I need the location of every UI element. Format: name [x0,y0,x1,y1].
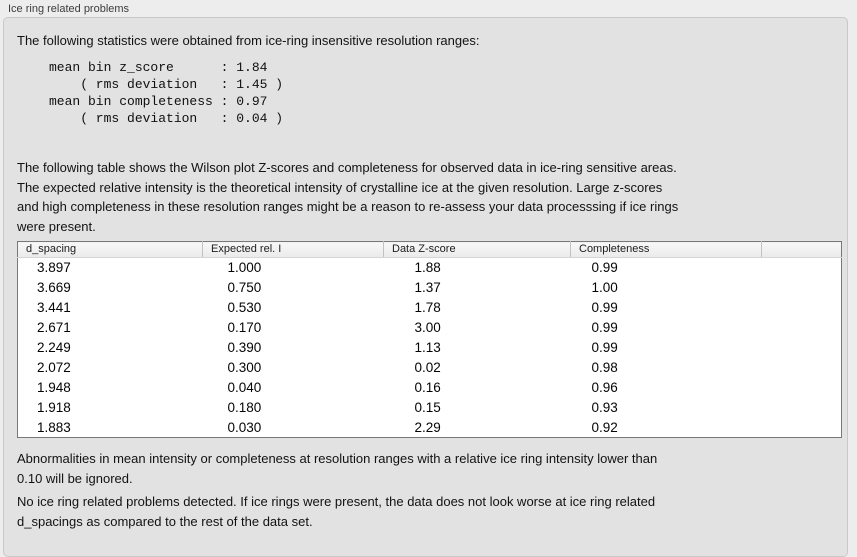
table-row[interactable]: 1.948 0.040 0.16 0.96 [18,378,842,398]
table-cell: 1.000 [227,260,262,276]
stats-block: mean bin z_score : 1.84 ( rms deviation … [49,60,284,126]
table-cell-filler [762,378,842,398]
table-row[interactable]: 2.072 0.300 0.02 0.98 [18,358,842,378]
table-cell-filler [762,318,842,338]
table-cell: 1.78 [414,300,441,315]
table-cell: 0.16 [414,380,441,395]
table-cell-filler [762,398,842,418]
table-cell: 0.98 [591,360,618,375]
table-row[interactable]: 3.669 0.750 1.37 1.00 [18,278,842,298]
app-window: { "section": { "title": "Ice ring relate… [3,3,848,557]
table-row[interactable]: 2.249 0.390 1.13 0.99 [18,338,842,358]
table-cell: 0.040 [227,380,262,395]
table-cell: 0.96 [591,380,618,395]
intro-text: The following statistics were obtained f… [17,33,480,48]
column-header-filler [761,241,842,258]
section-title: Ice ring related problems [8,3,130,15]
table-cell: 0.170 [227,320,262,335]
table-cell: 0.530 [227,300,262,315]
column-header-data-z-score[interactable]: Data Z-score [383,241,571,258]
table-row[interactable]: 1.883 0.030 2.29 0.92 [18,418,842,438]
table-cell: 0.99 [591,300,618,315]
table-cell: 1.918 [37,400,71,415]
table-cell-filler [762,258,842,278]
table-header: d_spacing Expected rel. I Data Z-score Comp… [17,241,842,258]
table-cell-filler [762,278,842,298]
table-cell: 2.249 [37,340,71,355]
column-header-completeness[interactable]: Completeness [570,241,762,258]
column-header-expected-rel-i[interactable]: Expected rel. I [202,241,384,258]
table-cell: 2.072 [37,360,71,375]
table-cell: 1.13 [414,340,441,355]
table-cell: 0.15 [414,400,441,415]
table-cell: 0.030 [227,419,262,435]
table-cell: 3.669 [37,280,71,295]
table-cell: 0.02 [414,360,441,375]
ice-ring-table: d_spacing Expected rel. I Data Z-score Comp… [17,241,842,438]
table-cell-filler [762,358,842,378]
table-cell: 2.671 [37,320,71,335]
table-row[interactable]: 3.897 1.000 1.88 0.99 [18,258,842,278]
table-cell: 3.441 [37,300,71,315]
table-cell: 1.00 [591,280,618,295]
table-cell: 0.99 [591,260,618,276]
table-cell: 2.29 [414,419,441,435]
table-cell: 3.897 [37,260,71,276]
table-cell: 0.93 [591,400,618,415]
table-cell: 1.883 [37,419,71,435]
table-description: The following table shows the Wilson plo… [17,160,679,234]
column-header-d-spacing[interactable]: d_spacing [17,241,203,258]
table-cell: 1.88 [414,260,441,276]
table-cell: 0.92 [591,419,618,435]
conclusion-text: No ice ring related problems detected. I… [17,494,656,529]
table-row[interactable]: 1.918 0.180 0.15 0.93 [18,398,842,418]
table-cell: 0.750 [227,280,262,295]
table-cell: 0.390 [227,340,262,355]
table-cell: 1.948 [37,380,71,395]
table-row[interactable]: 2.671 0.170 3.00 0.99 [18,318,842,338]
table-cell-filler [762,298,842,318]
table-cell: 3.00 [414,320,441,335]
ice-ring-panel: The following statistics were obtained f… [3,17,848,557]
ignore-note: Abnormalities in mean intensity or compl… [17,451,658,486]
table-cell-filler [762,338,842,358]
table-row[interactable]: 3.441 0.530 1.78 0.99 [18,298,842,318]
table-cell: 0.300 [227,360,262,375]
table-cell: 1.37 [414,280,441,295]
table-cell-filler [762,418,842,438]
table-cell: 0.99 [591,340,618,355]
table-cell: 0.180 [227,400,262,415]
table-cell: 0.99 [591,320,618,335]
